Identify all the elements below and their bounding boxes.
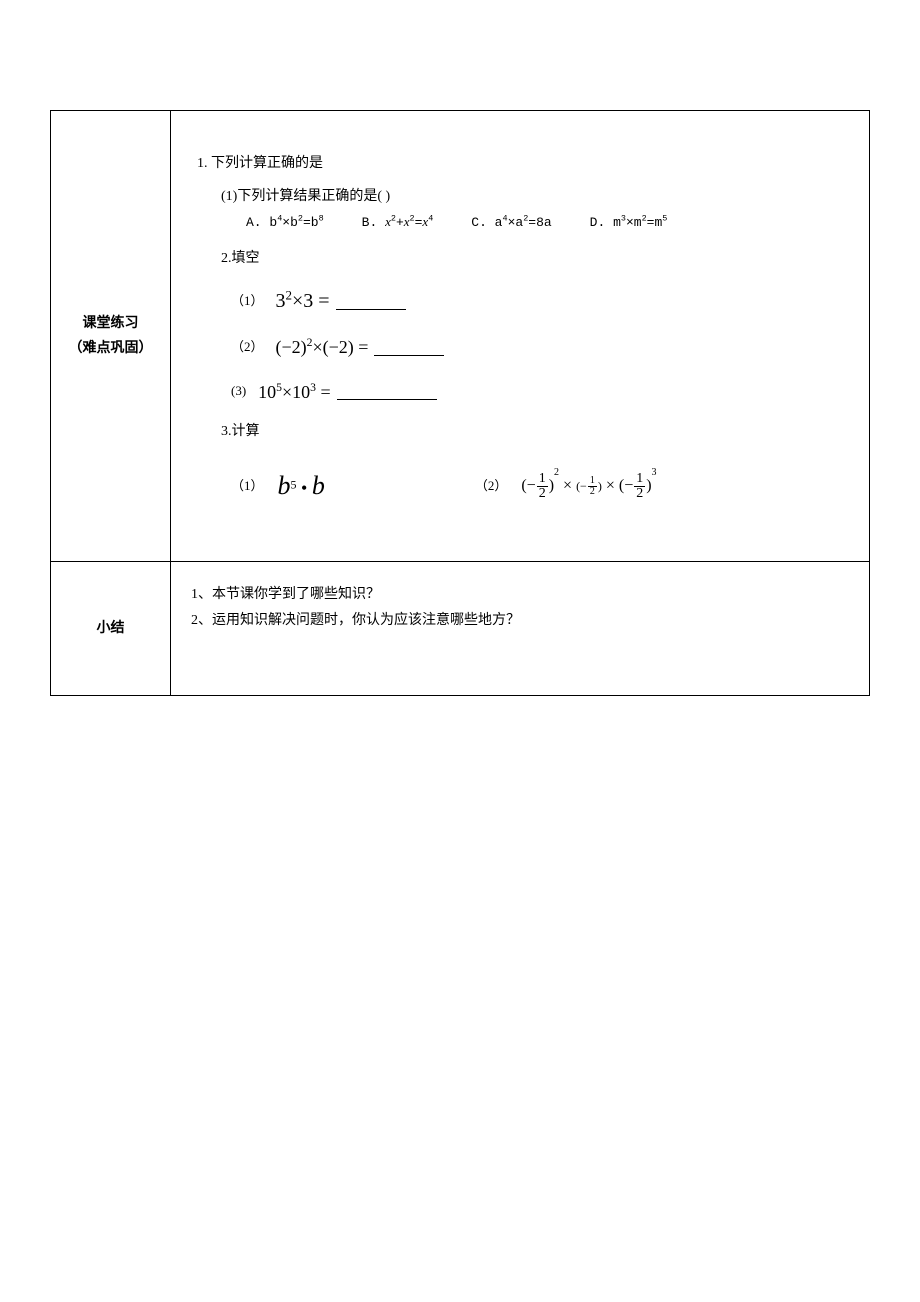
fill1-blank [336, 293, 406, 309]
fill1-num: （1） [231, 289, 264, 314]
calc2-num: （2） [475, 474, 508, 499]
row2-label: 小结 [51, 616, 170, 641]
fill3-expr: 105×103 = [258, 375, 331, 409]
choice-d: D. m3×m2=m5 [590, 211, 668, 236]
q1-header: 1. 下列计算正确的是 [197, 151, 849, 178]
worksheet-table: 课堂练习 （难点巩固） 1. 下列计算正确的是 (1)下列计算结果正确的是( )… [50, 110, 870, 696]
compute-row: （1） b5 • b （2） (−12)2 × (−12) × (−12)3 [231, 461, 849, 510]
fill3-blank [337, 384, 437, 400]
row1-content-cell: 1. 下列计算正确的是 (1)下列计算结果正确的是( ) A. b4×b2=b8… [171, 111, 870, 562]
fill2-blank [374, 339, 444, 355]
fill3-num: (3) [231, 379, 246, 404]
row2-content-cell: 1、本节课你学到了哪些知识？ 2、运用知识解决问题时，你认为应该注意哪些地方？ [171, 561, 870, 695]
fill-2: （2） (−2)2×(−2) = [231, 330, 849, 364]
summary-line2: 2、运用知识解决问题时，你认为应该注意哪些地方？ [191, 608, 849, 635]
calc1-expr: b5 • b [278, 461, 325, 510]
choice-a: A. b4×b2=b8 [246, 211, 324, 236]
fill2-num: （2） [231, 335, 264, 360]
row-exercises: 课堂练习 （难点巩固） 1. 下列计算正确的是 (1)下列计算结果正确的是( )… [51, 111, 870, 562]
fill2-expr: (−2)2×(−2) = [276, 330, 369, 364]
choice-row: A. b4×b2=b8 B. x2+x2=x4 C. a4×a2=8a D. m… [246, 210, 849, 236]
row2-label-cell: 小结 [51, 561, 171, 695]
compute-2: （2） (−12)2 × (−12) × (−12)3 [475, 471, 657, 501]
fill-3: (3) 105×103 = [231, 375, 849, 409]
row1-label-line2: （难点巩固） [51, 336, 170, 361]
row1-label-line1: 课堂练习 [51, 311, 170, 336]
q1-sub: (1)下列计算结果正确的是( ) [221, 184, 849, 211]
calc2-expr: (−12)2 × (−12) × (−12)3 [521, 471, 656, 501]
choice-b: B. x2+x2=x4 [362, 210, 434, 236]
fill-1: （1） 32×3 = [231, 282, 849, 320]
q2-header: 2.填空 [221, 246, 849, 273]
fill1-expr: 32×3 = [276, 282, 330, 320]
row-summary: 小结 1、本节课你学到了哪些知识？ 2、运用知识解决问题时，你认为应该注意哪些地… [51, 561, 870, 695]
row1-label-cell: 课堂练习 （难点巩固） [51, 111, 171, 562]
q3-header: 3.计算 [221, 419, 849, 446]
compute-1: （1） b5 • b [231, 461, 325, 510]
summary-line1: 1、本节课你学到了哪些知识？ [191, 582, 849, 609]
calc1-num: （1） [231, 474, 264, 499]
choice-c: C. a4×a2=8a [471, 211, 551, 236]
